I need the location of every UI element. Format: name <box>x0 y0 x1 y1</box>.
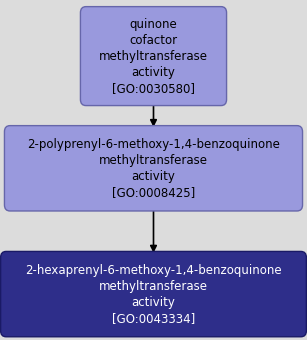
Text: 2-polyprenyl-6-methoxy-1,4-benzoquinone
methyltransferase
activity
[GO:0008425]: 2-polyprenyl-6-methoxy-1,4-benzoquinone … <box>27 138 280 199</box>
Text: 2-hexaprenyl-6-methoxy-1,4-benzoquinone
methyltransferase
activity
[GO:0043334]: 2-hexaprenyl-6-methoxy-1,4-benzoquinone … <box>25 264 282 325</box>
FancyBboxPatch shape <box>4 125 303 211</box>
FancyBboxPatch shape <box>1 252 306 337</box>
FancyBboxPatch shape <box>80 7 227 105</box>
Text: quinone
cofactor
methyltransferase
activity
[GO:0030580]: quinone cofactor methyltransferase activ… <box>99 18 208 95</box>
